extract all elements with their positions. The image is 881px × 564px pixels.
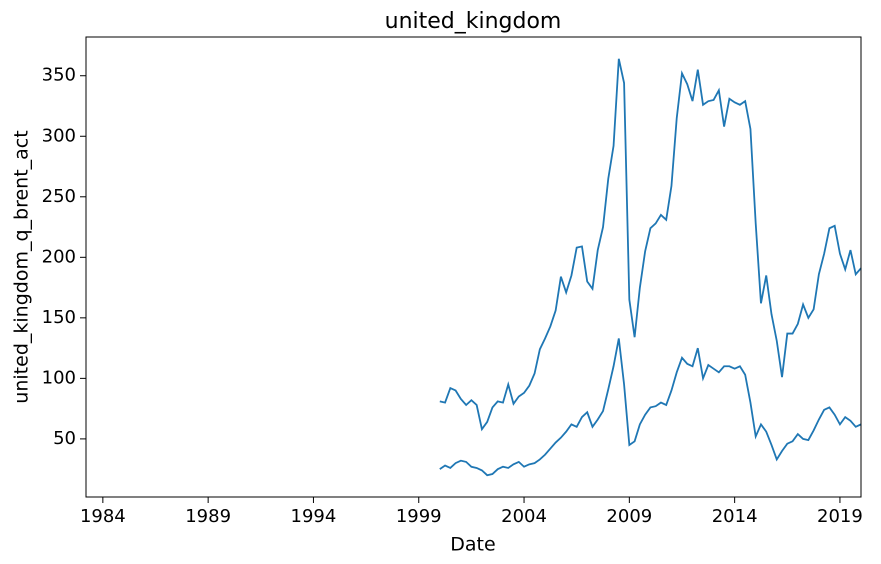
y-tick-label: 300	[42, 125, 76, 146]
plot-frame	[85, 36, 862, 498]
x-axis-title: Date	[450, 534, 495, 556]
y-axis-title: united_kingdom_q_brent_act	[11, 130, 33, 403]
x-tick-label: 2014	[712, 506, 758, 527]
y-tick-label: 200	[42, 246, 76, 267]
y-tick-label: 50	[53, 428, 76, 449]
data-line	[439, 338, 862, 477]
x-tick-label: 2004	[501, 506, 547, 527]
x-tick-label: 1994	[291, 506, 337, 527]
y-tick-label: 350	[42, 65, 76, 86]
x-tick-label: 2019	[817, 506, 863, 527]
y-tick-label: 100	[42, 367, 76, 388]
x-tick-label: 1999	[396, 506, 442, 527]
x-tick-label: 1989	[185, 506, 231, 527]
x-tick-label: 2009	[606, 506, 652, 527]
data-line	[439, 58, 862, 432]
chart-title: united_kingdom	[385, 9, 562, 34]
x-tick-label: 1984	[80, 506, 126, 527]
y-tick-label: 150	[42, 307, 76, 328]
y-tick-label: 250	[42, 186, 76, 207]
